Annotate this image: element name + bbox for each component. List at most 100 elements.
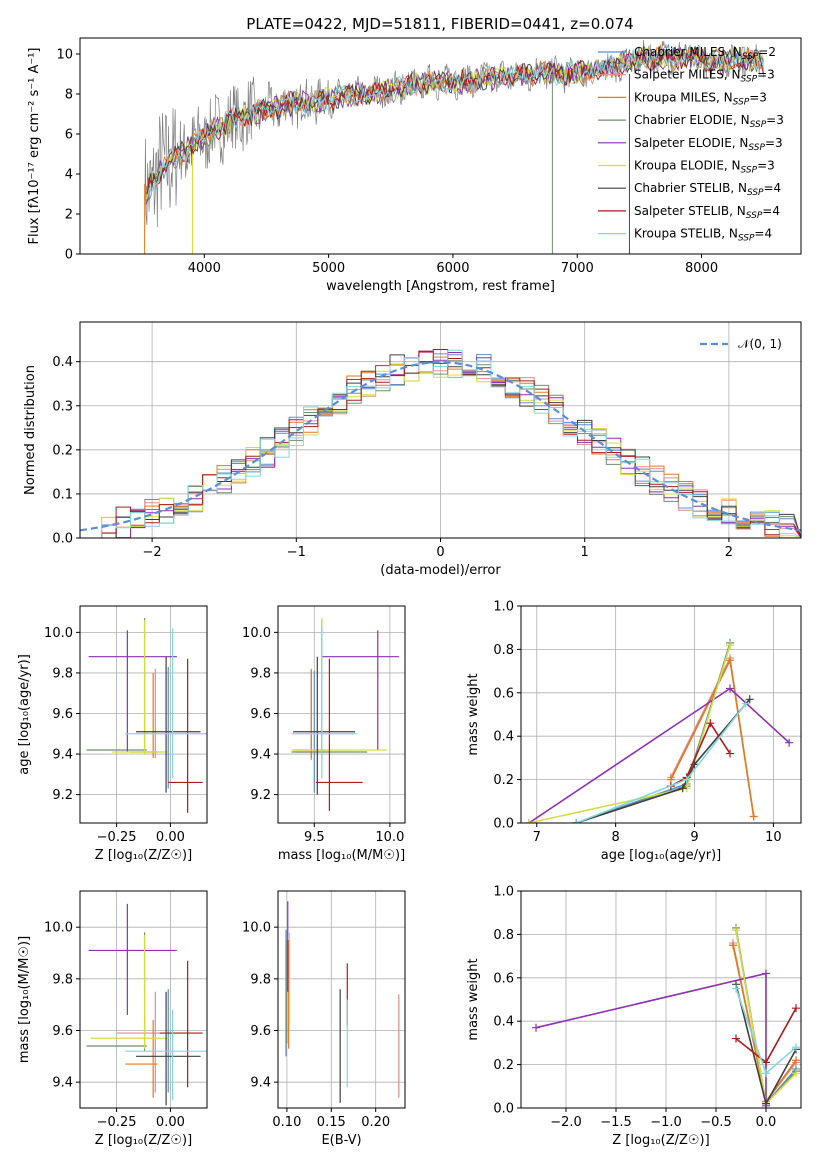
x-tick-label: 0.10 (272, 1115, 301, 1130)
legend-subscript: SSP (746, 211, 763, 221)
legend-label: Chabrier MILES, N (634, 45, 742, 59)
legend-label: Salpeter ELODIE, N (634, 136, 748, 150)
plot-area (86, 903, 207, 1106)
legend-suffix: =3 (757, 68, 775, 82)
y-tick-label: 9.8 (52, 666, 73, 681)
x-tick-label: −0.5 (700, 1115, 732, 1130)
legend-suffix: =4 (762, 204, 780, 218)
plot-area (80, 349, 801, 538)
y-tick-label: 0.2 (52, 443, 73, 458)
legend-label: Chabrier ELODIE, N (634, 113, 750, 127)
legend-suffix: =3 (749, 90, 767, 104)
y-tick-label: 1.0 (493, 600, 514, 615)
x-tick-label: −0.25 (97, 830, 137, 845)
weight-marker (792, 1043, 800, 1052)
x-tick-label: −0.25 (97, 1115, 137, 1130)
weight-line (670, 721, 731, 787)
age-vs-mass-panel: 9.5 10.0 9.2 9.4 9.6 9.8 10.0 mass [log₁₀(M/M☉)… (242, 605, 406, 863)
x-tick-label: 7000 (561, 261, 594, 276)
legend-entry: Salpeter STELIB, NSSP=4 (634, 204, 780, 221)
axes-frame (520, 890, 802, 1109)
axes-frame (520, 605, 802, 824)
weight-marker (726, 641, 735, 650)
y-tick-label: 9.2 (250, 788, 271, 803)
x-axis-label: age [log₁₀(age/yr)] (601, 848, 722, 863)
y-tick-label: 0 (65, 248, 73, 263)
weight-line (575, 698, 751, 823)
weight-line (575, 703, 747, 823)
axes-frame (79, 890, 208, 1109)
spectrum-title: PLATE=0422, MJD=51811, FIBERID=0441, z=0… (246, 15, 633, 33)
residual-histogram-panel: −2 −1 0 1 2 0.0 0.1 0.2 0.3 0.4 (data-model)/error… (23, 321, 802, 578)
x-tick-label: 0.00 (156, 1115, 185, 1130)
axes-frame (79, 37, 802, 255)
plot-area (86, 618, 207, 813)
legend-subscript: SSP (747, 188, 764, 198)
y-tick-label: 0.2 (493, 1058, 514, 1073)
y-tick-label: 9.6 (52, 707, 73, 722)
weight-marker (749, 812, 758, 821)
legend-subscript: SSP (750, 120, 767, 130)
weight-marker (706, 719, 715, 728)
x-tick-label: 5000 (312, 261, 345, 276)
x-tick-label: −2 (143, 545, 162, 560)
weight-marker (762, 969, 770, 978)
residual-histogram (80, 349, 801, 538)
weight-marker (745, 695, 754, 704)
y-tick-label: 4 (65, 168, 73, 183)
legend-suffix: =3 (766, 113, 784, 127)
legend-subscript: SSP (748, 143, 765, 153)
legend-label: Salpeter MILES, N (634, 68, 741, 82)
y-tick-label: 9.8 (250, 666, 271, 681)
y-axis-label: Flux [fλ10⁻¹⁷ erg cm⁻² s⁻¹ A⁻¹] (27, 48, 42, 245)
weight-marker (732, 984, 740, 993)
weight-marker (732, 1034, 740, 1043)
y-tick-label: 0.8 (493, 928, 514, 943)
axes-frame (79, 605, 208, 824)
model-spectrum-line (146, 46, 764, 200)
y-tick-label: 9.8 (52, 972, 73, 987)
weight-marker (792, 1056, 800, 1065)
weight-line (535, 972, 767, 1106)
y-axis-label: mass weight (466, 673, 481, 755)
weight-line (670, 657, 755, 817)
legend-entry: Kroupa ELODIE, NSSP=3 (634, 159, 775, 176)
plot-area (285, 901, 400, 1103)
weight-marker (726, 749, 735, 758)
plot-area (532, 923, 800, 1108)
weight-vs-age-panel: 7 8 9 10 0.0 0.2 0.4 0.6 0.8 1.0 age [log₁₀(age/yr… (466, 600, 802, 863)
weight-marker (726, 684, 735, 693)
x-tick-label: 8000 (685, 261, 718, 276)
y-tick-label: 0.4 (493, 730, 514, 745)
weight-marker (741, 699, 750, 708)
weight-marker (762, 1099, 770, 1108)
y-tick-label: 0.0 (493, 817, 514, 832)
x-tick-label: 0.15 (317, 1115, 346, 1130)
x-axis-label: Z [log₁₀(Z/Z☉)] (95, 848, 192, 863)
y-tick-label: 9.6 (250, 707, 271, 722)
y-tick-label: 0.6 (493, 686, 514, 701)
y-tick-label: 9.8 (250, 972, 271, 987)
y-axis-label: mass [log₁₀(M/M☉)] (17, 936, 32, 1063)
legend-entry: 𝒩(0, 1) (738, 337, 782, 351)
x-tick-label: −1.0 (650, 1115, 682, 1130)
legend-entry: Salpeter ELODIE, NSSP=3 (634, 136, 783, 153)
x-tick-label: −1 (287, 545, 306, 560)
mass-vs-extinction-panel: 0.10 0.15 0.20 9.4 9.6 9.8 10.0 E(B-V) (242, 890, 406, 1148)
y-tick-label: 0.4 (493, 1015, 514, 1030)
y-tick-label: 2 (65, 208, 73, 223)
x-tick-label: −1.5 (600, 1115, 632, 1130)
weight-line (528, 644, 731, 823)
x-tick-label: 8 (612, 830, 620, 845)
legend-subscript: SSP (738, 234, 755, 244)
age-vs-metallicity-panel: −0.25 0.00 9.2 9.4 9.6 9.8 10.0 Z [log₁₀(Z/Z☉)]… (17, 605, 208, 863)
y-tick-label: 0.3 (52, 399, 73, 414)
y-tick-label: 0.0 (493, 1102, 514, 1117)
y-tick-label: 9.2 (52, 788, 73, 803)
legend-entry: Kroupa STELIB, NSSP=4 (634, 227, 772, 244)
axes-frame (79, 321, 802, 539)
y-axis-label: mass weight (466, 958, 481, 1040)
weight-marker (762, 1058, 770, 1067)
y-tick-label: 9.6 (52, 1024, 73, 1039)
x-tick-label: 1 (581, 545, 589, 560)
